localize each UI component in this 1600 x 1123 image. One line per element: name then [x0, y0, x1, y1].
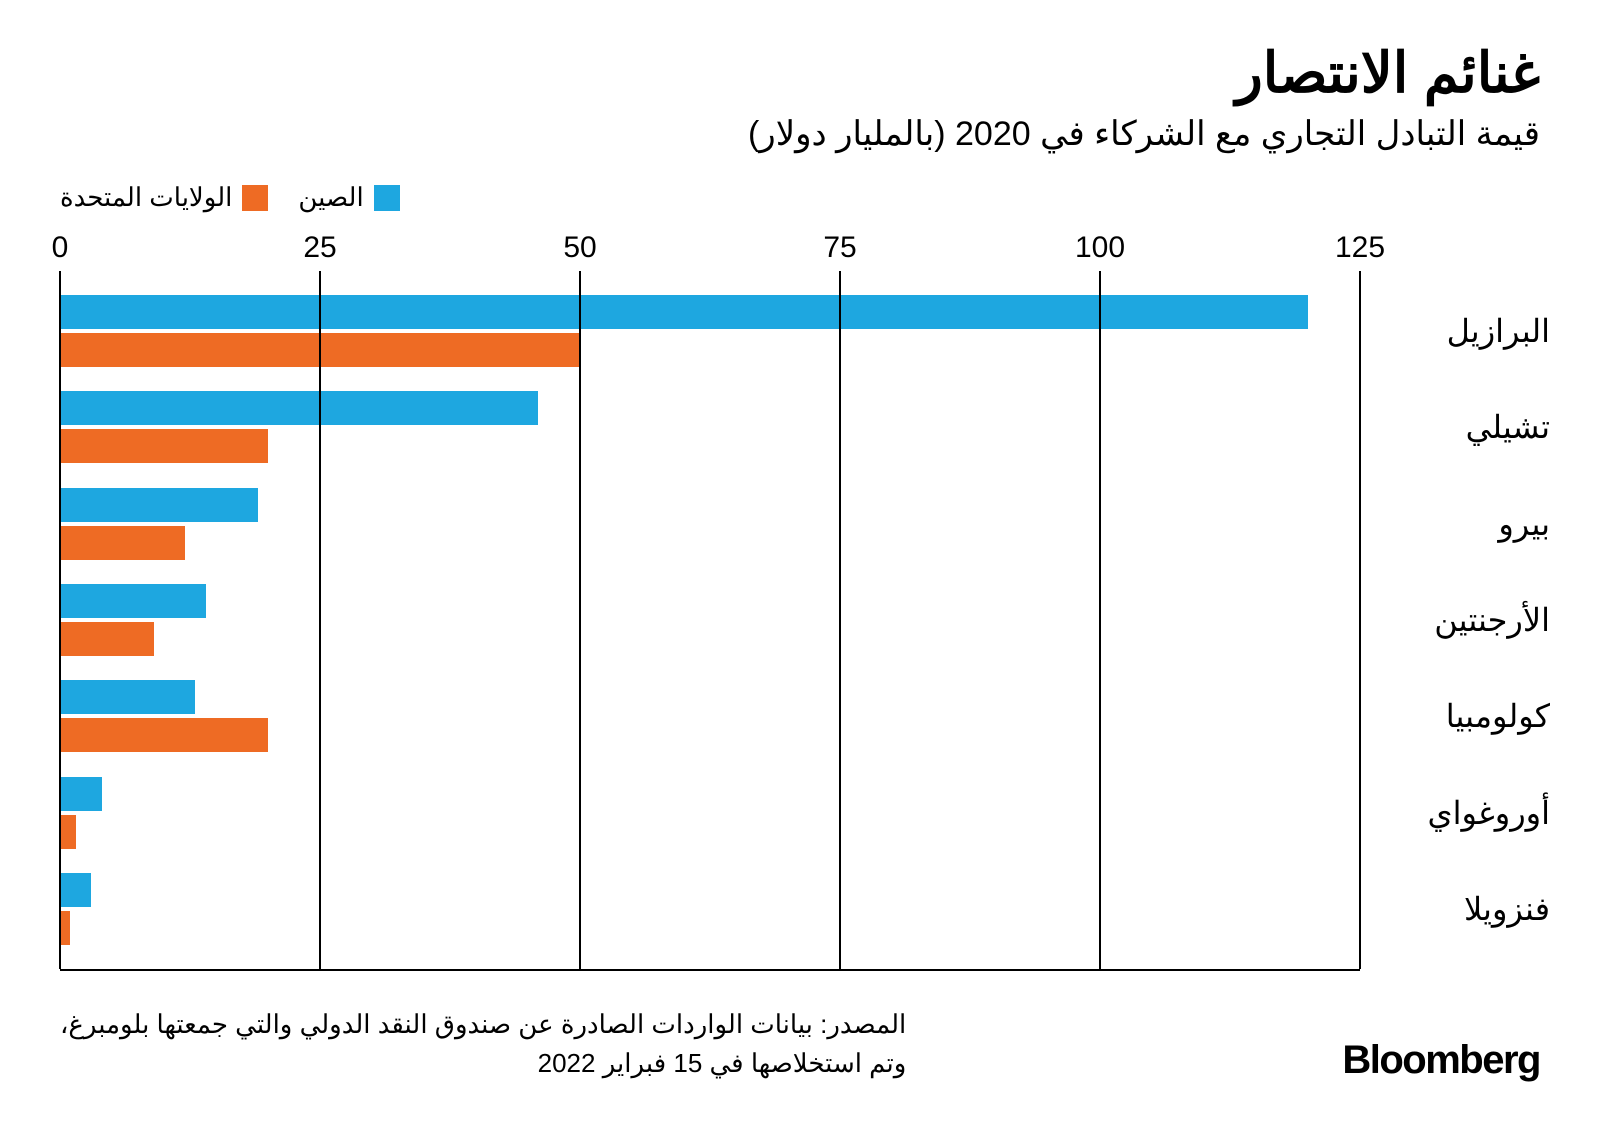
chart-subtitle: قيمة التبادل التجاري مع الشركاء في 2020 … — [60, 114, 1540, 154]
x-tick-label: 100 — [1075, 231, 1125, 265]
gridline — [839, 271, 841, 969]
bar-series2 — [60, 911, 70, 945]
legend-label-series1: الصين — [298, 182, 363, 213]
source-line-1: المصدر: بيانات الواردات الصادرة عن صندوق… — [60, 1005, 906, 1044]
x-tick-label: 75 — [823, 231, 856, 265]
country-row: الأرجنتين — [60, 580, 1360, 660]
bar-series1 — [60, 391, 538, 425]
legend: الصين الولايات المتحدة — [60, 182, 1540, 213]
bar-series2 — [60, 429, 268, 463]
bar-series2 — [60, 622, 154, 656]
gridline — [59, 271, 61, 969]
x-tick-label: 50 — [563, 231, 596, 265]
chart: 0255075100125 البرازيلتشيليبيروالأرجنتين… — [60, 231, 1540, 971]
x-tick-label: 25 — [303, 231, 336, 265]
bar-series1 — [60, 584, 206, 618]
country-row: بيرو — [60, 484, 1360, 564]
legend-item-series2: الولايات المتحدة — [60, 182, 268, 213]
country-row: كولومبيا — [60, 676, 1360, 756]
country-row: أوروغواي — [60, 773, 1360, 853]
x-axis-labels: 0255075100125 — [60, 231, 1360, 271]
legend-swatch-series2 — [242, 185, 268, 211]
bar-series1 — [60, 680, 195, 714]
y-axis-label: فنزويلا — [1380, 890, 1550, 928]
y-axis-label: كولومبيا — [1380, 697, 1550, 735]
source-text: المصدر: بيانات الواردات الصادرة عن صندوق… — [60, 1005, 906, 1083]
y-axis-label: أوروغواي — [1380, 794, 1550, 832]
country-row: تشيلي — [60, 387, 1360, 467]
plot-area: البرازيل تشيلي بيرو الأرجنتين كولومبيا أوروغو… — [60, 271, 1360, 971]
x-tick-label: 125 — [1335, 231, 1385, 265]
bar-series2 — [60, 526, 185, 560]
legend-swatch-series1 — [374, 185, 400, 211]
source-line-2: وتم استخلاصها في 15 فبراير 2022 — [60, 1044, 906, 1083]
bar-series1 — [60, 295, 1308, 329]
bar-series2 — [60, 718, 268, 752]
y-axis-label: بيرو — [1380, 505, 1550, 543]
x-tick-label: 0 — [52, 231, 69, 265]
country-row: فنزويلا — [60, 869, 1360, 949]
gridline — [579, 271, 581, 969]
gridline — [319, 271, 321, 969]
gridline — [1359, 271, 1361, 969]
bar-series2 — [60, 815, 76, 849]
legend-label-series2: الولايات المتحدة — [60, 182, 232, 213]
gridline — [1099, 271, 1101, 969]
brand-logo: Bloomberg — [1342, 1038, 1540, 1083]
bar-series1 — [60, 873, 91, 907]
legend-item-series1: الصين — [298, 182, 399, 213]
y-axis-label: البرازيل — [1380, 312, 1550, 350]
bar-series1 — [60, 488, 258, 522]
bar-rows: البرازيل تشيلي بيرو الأرجنتين كولومبيا أوروغو… — [60, 291, 1360, 949]
bar-series1 — [60, 777, 102, 811]
y-axis-label: الأرجنتين — [1380, 601, 1550, 639]
country-row: البرازيل — [60, 291, 1360, 371]
y-axis-label: تشيلي — [1380, 408, 1550, 446]
chart-title: غنائم الانتصار — [60, 40, 1540, 106]
